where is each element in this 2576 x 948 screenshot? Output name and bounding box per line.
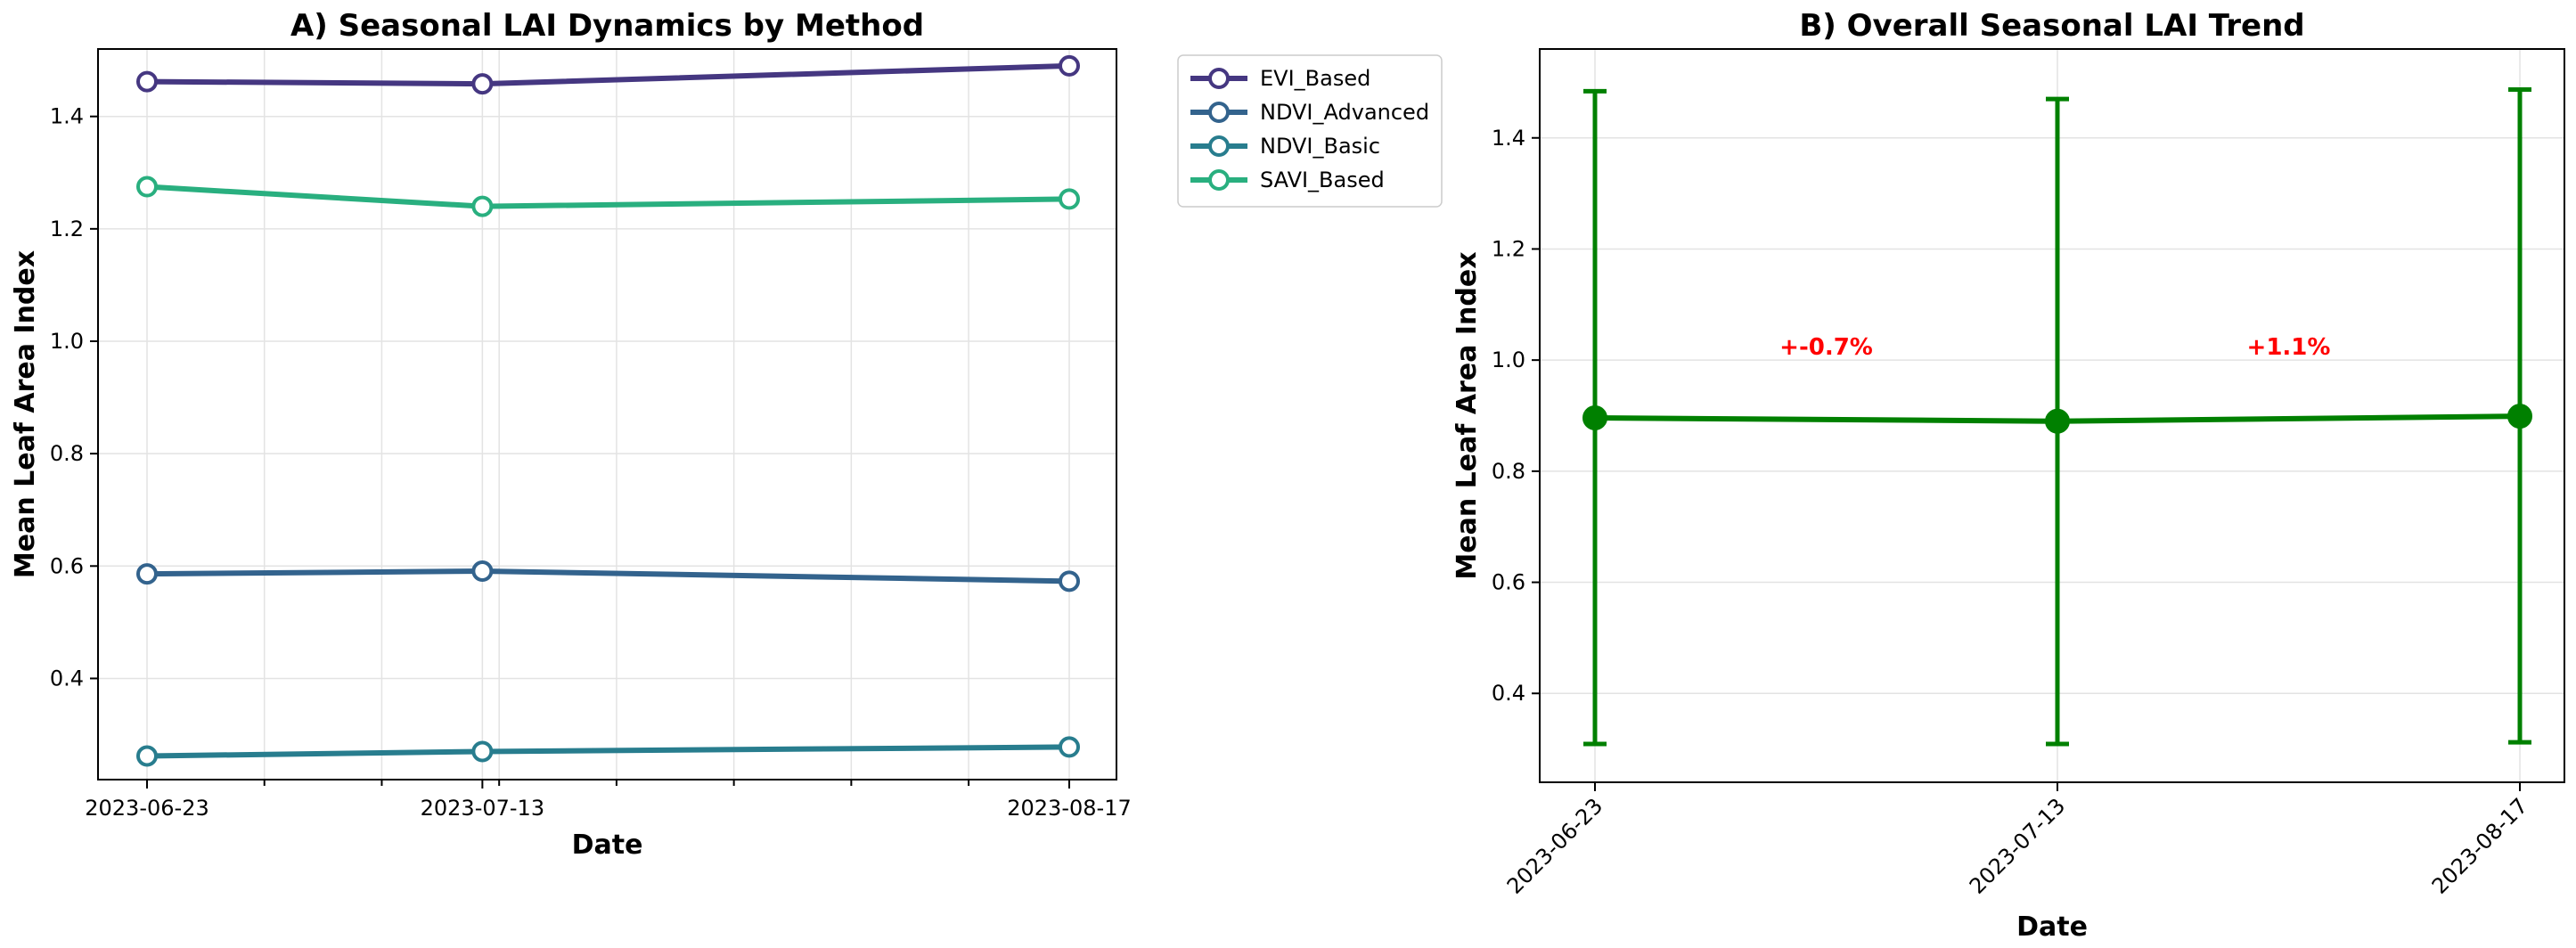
legend-entry: NDVI_Advanced	[1260, 100, 1429, 125]
legend-entry: NDVI_Basic	[1260, 134, 1380, 159]
x-tick-label: 2023-08-17	[1007, 796, 1131, 821]
series-line-savi-based	[146, 184, 1070, 209]
chart-title: A) Seasonal LAI Dynamics by Method	[290, 8, 924, 44]
x-tick-label: 2023-06-23	[85, 796, 209, 821]
legend-marker	[1208, 102, 1230, 123]
legend-entry: SAVI_Based	[1260, 168, 1385, 192]
y-tick-label: 0.6	[1492, 570, 1525, 595]
data-point	[471, 560, 494, 582]
percent-change-annotation: +1.1%	[2247, 334, 2331, 361]
data-point	[1582, 405, 1607, 430]
y-axis-label: Mean Leaf Area Index	[10, 250, 41, 578]
panel-b-overall-trend-chart: 0.4 0.6 0.8 1.0 1.2 1.4 2023-06-23 2023-07-13 20…	[1452, 8, 2565, 943]
y-tick-label: 1.2	[50, 217, 84, 241]
legend-marker	[1208, 135, 1230, 157]
x-tick-label: 2023-07-13	[421, 796, 544, 821]
data-point	[2507, 404, 2532, 429]
y-tick-label: 0.8	[50, 441, 84, 466]
data-point	[136, 745, 158, 767]
data-point	[1059, 54, 1080, 77]
x-tick-label: 2023-06-23	[1502, 793, 1607, 898]
y-tick-label: 0.4	[1492, 681, 1525, 706]
y-tick-label: 0.6	[50, 553, 84, 578]
legend: EVI_Based NDVI_Advanced NDVI_Basic SAVI_Bas…	[1177, 54, 1443, 208]
plot-frame	[97, 48, 1117, 780]
data-point	[471, 73, 494, 95]
y-tick-label: 0.4	[50, 666, 84, 691]
data-point	[1059, 736, 1080, 758]
chart-title: B) Overall Seasonal LAI Trend	[1799, 8, 2304, 44]
y-tick-label: 1.4	[1492, 126, 1525, 151]
series-line-ndvi-basic	[146, 744, 1070, 759]
legend-box	[1177, 54, 1443, 208]
plot-frame	[1539, 48, 2565, 783]
legend-entry: EVI_Based	[1260, 66, 1370, 91]
x-tick-label: 2023-08-17	[2427, 793, 2532, 898]
data-point	[1059, 188, 1080, 210]
data-point	[136, 176, 158, 198]
data-point	[136, 70, 158, 93]
y-tick-label: 1.2	[1492, 236, 1525, 261]
series-line-evi-based	[146, 62, 1070, 87]
y-tick-label: 1.4	[50, 104, 84, 129]
legend-marker	[1208, 68, 1230, 89]
x-axis-label: Date	[572, 830, 643, 861]
data-point	[471, 740, 494, 763]
percent-change-annotation: +-0.7%	[1779, 334, 1873, 361]
data-point	[2045, 408, 2070, 434]
series-line-ndvi-advanced	[146, 568, 1070, 584]
data-point	[1059, 570, 1080, 592]
x-axis-label: Date	[2016, 911, 2088, 943]
data-point	[471, 195, 494, 217]
y-tick-label: 1.0	[50, 329, 84, 354]
data-point	[136, 563, 158, 585]
y-tick-label: 1.0	[1492, 347, 1525, 372]
y-axis-label: Mean Leaf Area Index	[1452, 251, 1483, 579]
x-tick-label: 2023-07-13	[1965, 793, 2070, 898]
legend-marker	[1208, 169, 1230, 191]
panel-a-lai-dynamics-chart: 0.4 0.6 0.8 1.0 1.2 1.4 2023-06-23 2023-07-13 20…	[10, 8, 1443, 861]
y-tick-label: 0.8	[1492, 459, 1525, 484]
